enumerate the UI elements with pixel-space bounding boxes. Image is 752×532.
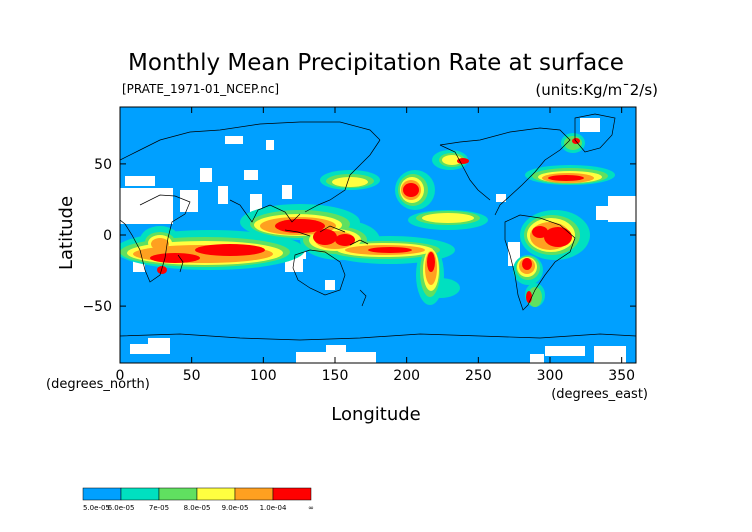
colorbar: 5.0e-056.0e-05 7e-05 8.0e-05 9.0e-05 1.0e-04…	[82, 487, 314, 512]
file-label: [PRATE_1971-01_NCEP.nc]	[122, 82, 279, 96]
precip-level-6	[150, 138, 584, 303]
colorbar-label: 8.0e-05	[184, 504, 211, 512]
colorbar-swatch	[196, 487, 236, 501]
colorbar-label: ∞	[308, 504, 314, 512]
colorbar-swatch	[82, 487, 122, 501]
x-tick-label: 100	[250, 368, 277, 384]
x-tick-label: 300	[537, 368, 564, 384]
precip-layer	[120, 113, 636, 363]
chart-title: Monthly Mean Precipitation Rate at surfa…	[128, 50, 624, 76]
colorbar-label: 9.0e-05	[222, 504, 249, 512]
y-unit-label: (degrees_north)	[46, 377, 150, 392]
x-tick-label: 200	[393, 368, 420, 384]
x-tick-label: 50	[183, 368, 201, 384]
y-axis-ticks: 50 0 −50	[82, 157, 636, 315]
x-tick-label: 0	[116, 368, 125, 384]
y-tick-label: −50	[82, 299, 112, 315]
colorbar-swatch	[234, 487, 274, 501]
x-tick-label: 150	[322, 368, 349, 384]
x-unit-label: (degrees_east)	[551, 387, 648, 402]
x-axis-label: Longitude	[331, 404, 421, 425]
colorbar-label: 1.0e-04	[260, 504, 287, 512]
x-tick-label: 250	[465, 368, 492, 384]
x-tick-label: 350	[608, 368, 635, 384]
y-axis-label: Latitude	[56, 196, 77, 270]
units-label: (units:Kg/m¯2/s)	[535, 81, 658, 99]
colorbar-swatch	[158, 487, 198, 501]
x-axis-ticks: 0 50 100 150 200 250 300 350	[116, 107, 635, 384]
y-tick-label: 50	[94, 157, 112, 173]
colorbar-label: 5.0e-05	[83, 504, 110, 512]
colorbar-label: 7e-05	[149, 504, 169, 512]
colorbar-label: 6.0e-05	[108, 504, 135, 512]
colorbar-swatch	[120, 487, 160, 501]
colorbar-swatch	[272, 487, 312, 501]
coastlines	[120, 113, 636, 341]
y-tick-label: 0	[103, 228, 112, 244]
